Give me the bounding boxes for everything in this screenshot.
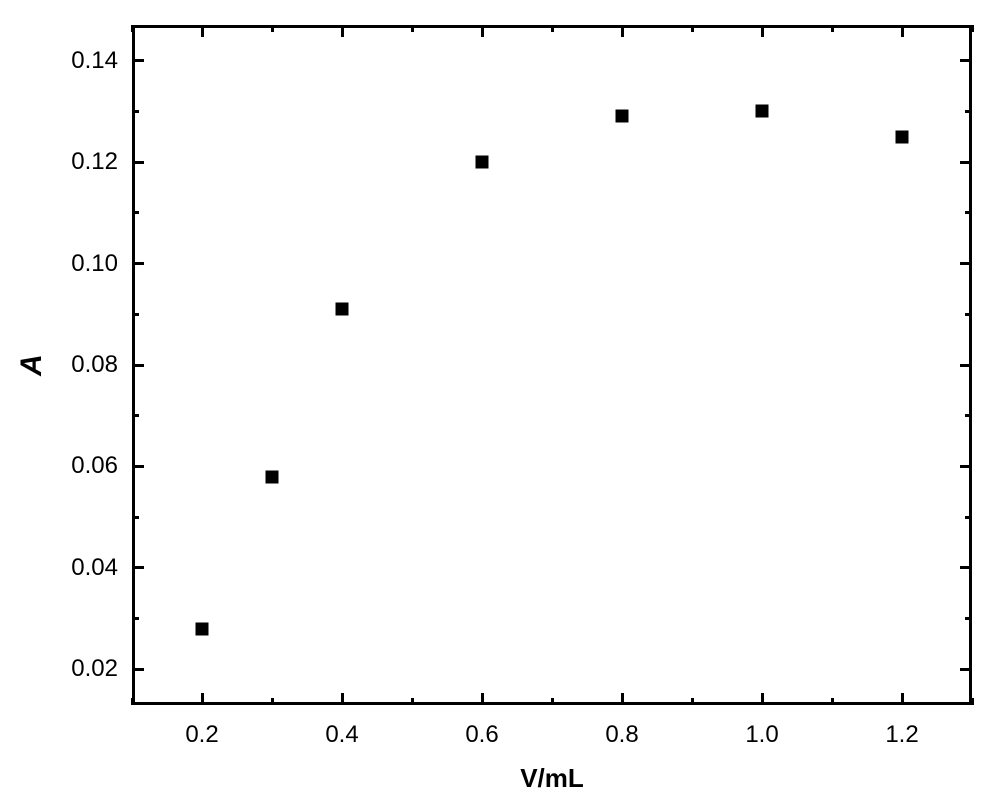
x-tick-minor <box>691 698 694 705</box>
y-tick-minor <box>132 313 139 316</box>
y-tick-major-right <box>960 668 972 671</box>
x-tick-minor-top <box>831 25 834 32</box>
x-tick-major <box>761 693 764 705</box>
x-tick-minor-top <box>411 25 414 32</box>
y-tick-major <box>132 262 144 265</box>
x-tick-minor-top <box>691 25 694 32</box>
data-point <box>476 156 489 169</box>
x-tick-minor <box>551 698 554 705</box>
y-tick-label: 0.08 <box>71 351 118 379</box>
x-tick-major-top <box>761 25 764 37</box>
y-tick-label: 0.10 <box>71 250 118 278</box>
y-tick-minor-right <box>965 617 972 620</box>
y-tick-label: 0.04 <box>71 554 118 582</box>
x-tick-label: 1.0 <box>745 721 778 749</box>
x-tick-major-top <box>901 25 904 37</box>
x-tick-minor <box>971 698 974 705</box>
y-axis-label: A <box>15 354 49 376</box>
y-tick-minor <box>132 211 139 214</box>
x-tick-minor <box>411 698 414 705</box>
y-tick-major-right <box>960 262 972 265</box>
x-tick-major <box>621 693 624 705</box>
y-tick-minor <box>132 516 139 519</box>
y-tick-major <box>132 161 144 164</box>
y-tick-major <box>132 364 144 367</box>
y-tick-minor <box>132 617 139 620</box>
y-tick-label: 0.06 <box>71 452 118 480</box>
x-tick-minor <box>131 698 134 705</box>
y-tick-minor-right <box>965 211 972 214</box>
x-tick-major-top <box>481 25 484 37</box>
x-tick-major <box>341 693 344 705</box>
x-tick-minor-top <box>971 25 974 32</box>
y-tick-major-right <box>960 161 972 164</box>
y-tick-minor-right <box>965 110 972 113</box>
data-point <box>616 110 629 123</box>
data-point <box>266 470 279 483</box>
x-axis-label: V/mL <box>520 763 584 794</box>
y-tick-major <box>132 59 144 62</box>
x-tick-label: 0.4 <box>325 721 358 749</box>
data-point <box>756 105 769 118</box>
x-tick-major-top <box>621 25 624 37</box>
x-tick-label: 1.2 <box>885 721 918 749</box>
y-tick-minor-right <box>965 313 972 316</box>
x-tick-major <box>901 693 904 705</box>
y-tick-major-right <box>960 364 972 367</box>
x-tick-major-top <box>201 25 204 37</box>
y-tick-minor <box>132 414 139 417</box>
x-tick-minor <box>831 698 834 705</box>
x-tick-major <box>201 693 204 705</box>
plot-area <box>132 25 972 705</box>
figure: A V/mL 0.2 0.4 0.6 0.8 1.0 1.2 0.02 0.04 0.06 0.0… <box>0 0 1000 791</box>
x-tick-minor <box>271 698 274 705</box>
x-tick-label: 0.6 <box>465 721 498 749</box>
y-tick-label: 0.12 <box>71 148 118 176</box>
y-tick-major <box>132 668 144 671</box>
y-tick-label: 0.02 <box>71 655 118 683</box>
data-point <box>896 130 909 143</box>
data-point <box>336 303 349 316</box>
y-tick-label: 0.14 <box>71 47 118 75</box>
data-point <box>196 622 209 635</box>
y-tick-minor <box>132 110 139 113</box>
x-tick-minor-top <box>131 25 134 32</box>
y-tick-major-right <box>960 59 972 62</box>
y-tick-minor-right <box>965 516 972 519</box>
y-tick-major <box>132 465 144 468</box>
x-tick-major <box>481 693 484 705</box>
x-tick-label: 0.8 <box>605 721 638 749</box>
y-tick-major-right <box>960 566 972 569</box>
x-tick-label: 0.2 <box>185 721 218 749</box>
x-tick-minor-top <box>271 25 274 32</box>
y-tick-major <box>132 566 144 569</box>
x-tick-major-top <box>341 25 344 37</box>
y-tick-major-right <box>960 465 972 468</box>
y-tick-minor-right <box>965 414 972 417</box>
x-tick-minor-top <box>551 25 554 32</box>
